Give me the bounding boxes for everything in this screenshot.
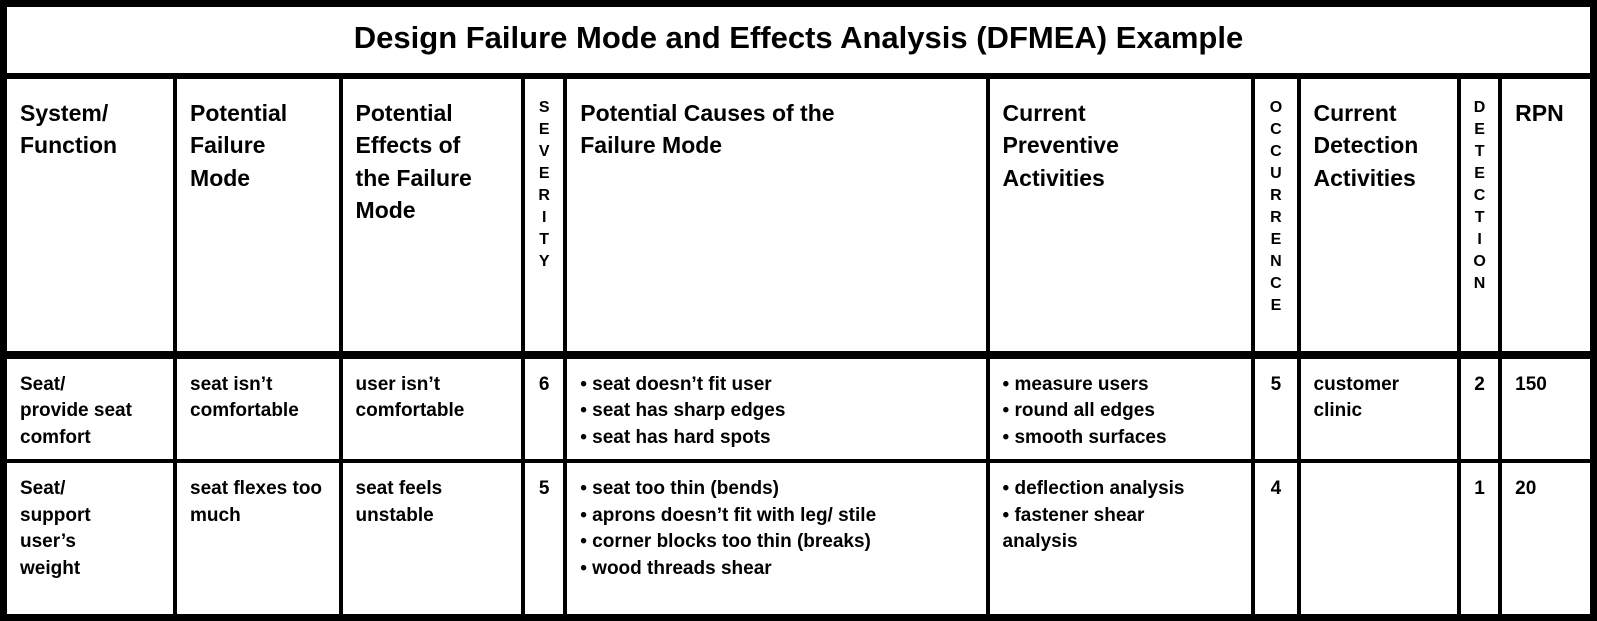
col-header-potential-effects: Potential Effects of the Failure Mode <box>338 73 526 359</box>
table-row: Seat/ provide seat comfort seat isn’t co… <box>1 352 1596 464</box>
col-header-rpn: RPN <box>1498 73 1596 359</box>
cell-system-function: Seat/ support user’s weight <box>1 459 178 620</box>
cell-causes: • seat doesn’t fit user • seat has sharp… <box>563 352 990 464</box>
cell-detection: 1 <box>1457 459 1503 620</box>
col-header-potential-causes: Potential Causes of the Failure Mode <box>563 73 990 359</box>
cell-preventive: • deflection analysis • fastener shear a… <box>985 459 1256 620</box>
col-header-system-function: System/ Function <box>1 73 178 359</box>
cell-system-function: Seat/ provide seat comfort <box>1 352 178 464</box>
cell-detection-activities: customer clinic <box>1296 352 1462 464</box>
cell-effects: seat feels unstable <box>338 459 526 620</box>
col-header-potential-failure-mode: Potential Failure Mode <box>173 73 343 359</box>
cell-failure-mode: seat isn’t comfortable <box>173 352 343 464</box>
cell-severity: 6 <box>521 352 568 464</box>
cell-detection: 2 <box>1457 352 1503 464</box>
cell-causes: • seat too thin (bends) • aprons doesn’t… <box>563 459 990 620</box>
col-header-current-detection: Current Detection Activities <box>1296 73 1462 359</box>
cell-detection-activities <box>1296 459 1462 620</box>
cell-occurrence: 5 <box>1251 352 1301 464</box>
cell-rpn: 20 <box>1498 459 1596 620</box>
cell-preventive: • measure users • round all edges • smoo… <box>985 352 1256 464</box>
cell-severity: 5 <box>521 459 568 620</box>
col-header-detection: D E T E C T I O N <box>1457 73 1503 359</box>
col-header-severity: S E V E R I T Y <box>521 73 568 359</box>
col-header-current-preventive: Current Preventive Activities <box>985 73 1256 359</box>
cell-occurrence: 4 <box>1251 459 1301 620</box>
col-header-occurrence: O C C U R R E N C E <box>1251 73 1301 359</box>
table-row: Seat/ support user’s weight seat flexes … <box>1 459 1596 620</box>
cell-effects: user isn’t comfortable <box>338 352 526 464</box>
cell-rpn: 150 <box>1498 352 1596 464</box>
cell-failure-mode: seat flexes too much <box>173 459 343 620</box>
table-title: Design Failure Mode and Effects Analysis… <box>1 1 1596 79</box>
